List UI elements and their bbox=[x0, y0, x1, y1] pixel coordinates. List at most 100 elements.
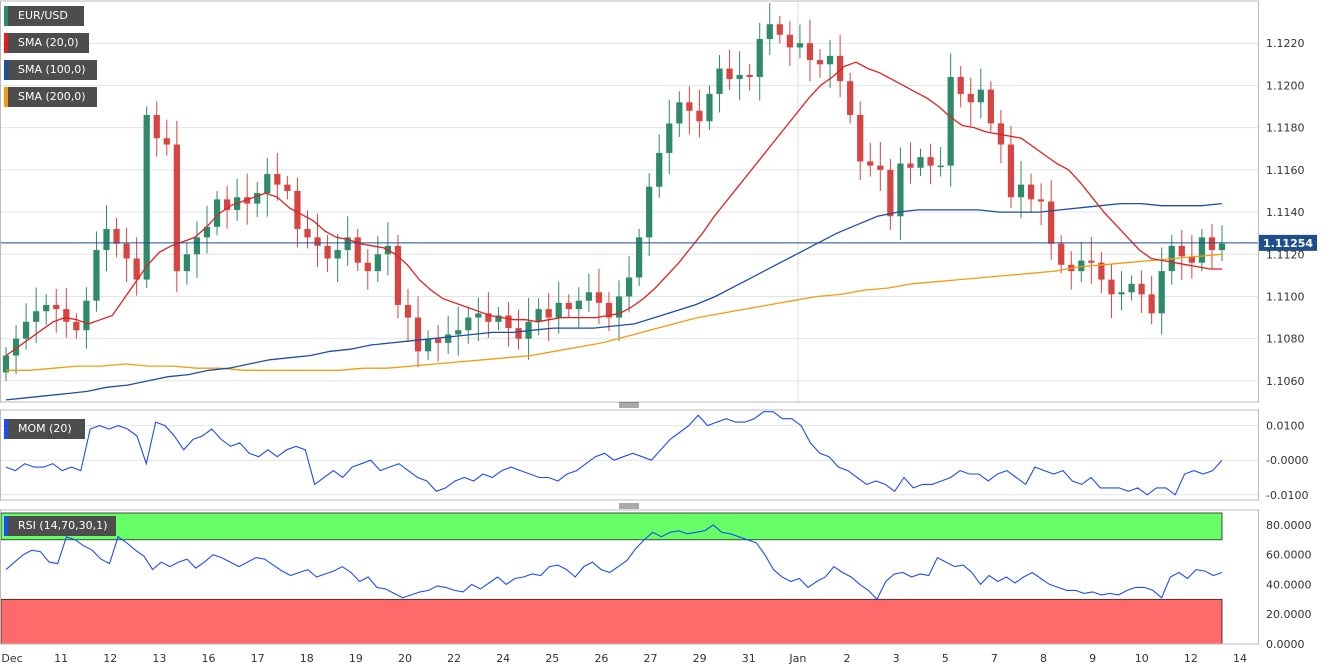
candle-body bbox=[716, 68, 723, 94]
candle-body bbox=[485, 313, 492, 322]
moving-averages bbox=[5, 61, 1223, 401]
candle-body bbox=[816, 60, 824, 65]
candle-body bbox=[364, 262, 371, 272]
oversold-zone bbox=[0, 598, 1223, 645]
candle-body bbox=[947, 76, 954, 166]
legend-swatch bbox=[4, 6, 8, 26]
legend-swatch bbox=[4, 516, 8, 536]
candle-body bbox=[1088, 260, 1095, 263]
candle-body bbox=[565, 302, 572, 310]
x-tick-label: 12 bbox=[103, 652, 117, 665]
momentum-pane: 0.0100 -0.0000 -0.0100 bbox=[0, 411, 1308, 502]
x-tick-label: 7 bbox=[991, 652, 998, 665]
x-tick-label: 10 bbox=[1135, 652, 1149, 665]
legend-label: MOM (20) bbox=[18, 422, 72, 435]
candle-body bbox=[1098, 262, 1105, 280]
candle-body bbox=[133, 258, 140, 280]
candle-body bbox=[123, 243, 130, 259]
candle-body bbox=[284, 184, 291, 191]
candle-body bbox=[1058, 243, 1065, 265]
candle-body bbox=[867, 161, 874, 166]
sma200-line bbox=[6, 253, 1223, 371]
candle-body bbox=[806, 43, 814, 61]
candle-body bbox=[595, 292, 603, 303]
candle-body bbox=[103, 228, 110, 251]
y-tick-label: 1.1060 bbox=[1266, 375, 1305, 388]
x-tick-label: 5 bbox=[942, 652, 949, 665]
time-axis: Dec 11 12 13 16 17 18 19 20 22 24 25 26 27 29 31 Jan 2 3 5 7… bbox=[1, 652, 1247, 665]
candle-body bbox=[726, 68, 733, 80]
x-tick-label: 20 bbox=[398, 652, 412, 665]
legend-label: RSI (14,70,30,1) bbox=[18, 519, 108, 532]
main-grid bbox=[0, 1, 1258, 402]
candle-body bbox=[43, 304, 50, 312]
candle-body bbox=[33, 311, 40, 322]
candle-body bbox=[666, 123, 673, 153]
x-tick-label: 25 bbox=[545, 652, 559, 665]
candle-body bbox=[1108, 279, 1115, 295]
candle-body bbox=[1178, 245, 1185, 257]
candle-body bbox=[73, 321, 80, 331]
x-tick-label: 2 bbox=[844, 652, 851, 665]
y-tick-label: -0.0000 bbox=[1266, 454, 1308, 467]
overbought-zone bbox=[0, 512, 1223, 541]
candle-body bbox=[394, 245, 402, 305]
candle-body bbox=[294, 190, 301, 229]
candle-body bbox=[625, 277, 633, 297]
x-tick-label: 13 bbox=[152, 652, 166, 665]
legend-label: EUR/USD bbox=[18, 9, 68, 22]
candle-body bbox=[153, 114, 160, 139]
candle-body bbox=[455, 330, 462, 335]
x-tick-label: Dec bbox=[1, 652, 22, 665]
candle-body bbox=[1188, 256, 1195, 263]
y-tick-label: 1.1080 bbox=[1266, 333, 1305, 346]
candle-body bbox=[414, 317, 422, 352]
candle-body bbox=[1218, 243, 1226, 251]
candle-body bbox=[987, 89, 994, 124]
y-tick-label: 1.1120 bbox=[1266, 248, 1305, 261]
x-tick-label: 26 bbox=[594, 652, 608, 665]
candle-body bbox=[223, 199, 231, 210]
x-tick-label: 11 bbox=[54, 652, 68, 665]
x-tick-label: 16 bbox=[201, 652, 215, 665]
candle-body bbox=[143, 114, 150, 280]
x-tick-label: 14 bbox=[1233, 652, 1247, 665]
candle-body bbox=[505, 315, 512, 329]
candle-body bbox=[424, 338, 432, 352]
legend-sma100: SMA (100,0) bbox=[4, 60, 97, 80]
candle-body bbox=[927, 157, 934, 166]
candle-body bbox=[676, 102, 683, 124]
candle-body bbox=[445, 334, 452, 343]
candle-body bbox=[1198, 237, 1206, 263]
y-tick-label: 1.1180 bbox=[1266, 122, 1305, 135]
legend-swatch bbox=[4, 33, 8, 53]
y-tick-label: 0.0100 bbox=[1266, 420, 1305, 433]
candle-body bbox=[254, 193, 261, 204]
candle-body bbox=[967, 93, 974, 103]
candle-body bbox=[93, 250, 100, 301]
legend-label: SMA (100,0) bbox=[18, 63, 86, 76]
candle-body bbox=[53, 304, 60, 310]
candle-body bbox=[113, 228, 120, 244]
candle-body bbox=[696, 110, 703, 122]
y-tick-label: 1.1140 bbox=[1266, 206, 1305, 219]
candle-body bbox=[1078, 260, 1085, 272]
candle-body bbox=[977, 89, 984, 103]
candle-body bbox=[826, 55, 834, 65]
y-tick-label: 1.1100 bbox=[1266, 290, 1305, 303]
y-tick-label: 1.1200 bbox=[1266, 79, 1305, 92]
x-tick-label: 19 bbox=[349, 652, 363, 665]
candle-body bbox=[686, 102, 693, 111]
candle-body bbox=[555, 302, 562, 318]
pane-border bbox=[0, 509, 1259, 645]
candle-body bbox=[1048, 201, 1055, 244]
legend-swatch bbox=[4, 87, 8, 107]
candle-body bbox=[22, 321, 30, 339]
candle-body bbox=[877, 165, 884, 170]
legend-sma200: SMA (200,0) bbox=[4, 87, 97, 107]
candle-body bbox=[1007, 144, 1015, 198]
y-tick-label: 1.1220 bbox=[1266, 37, 1305, 50]
candle-body bbox=[615, 296, 623, 318]
candle-body bbox=[83, 300, 90, 331]
candle-body bbox=[1208, 237, 1216, 251]
